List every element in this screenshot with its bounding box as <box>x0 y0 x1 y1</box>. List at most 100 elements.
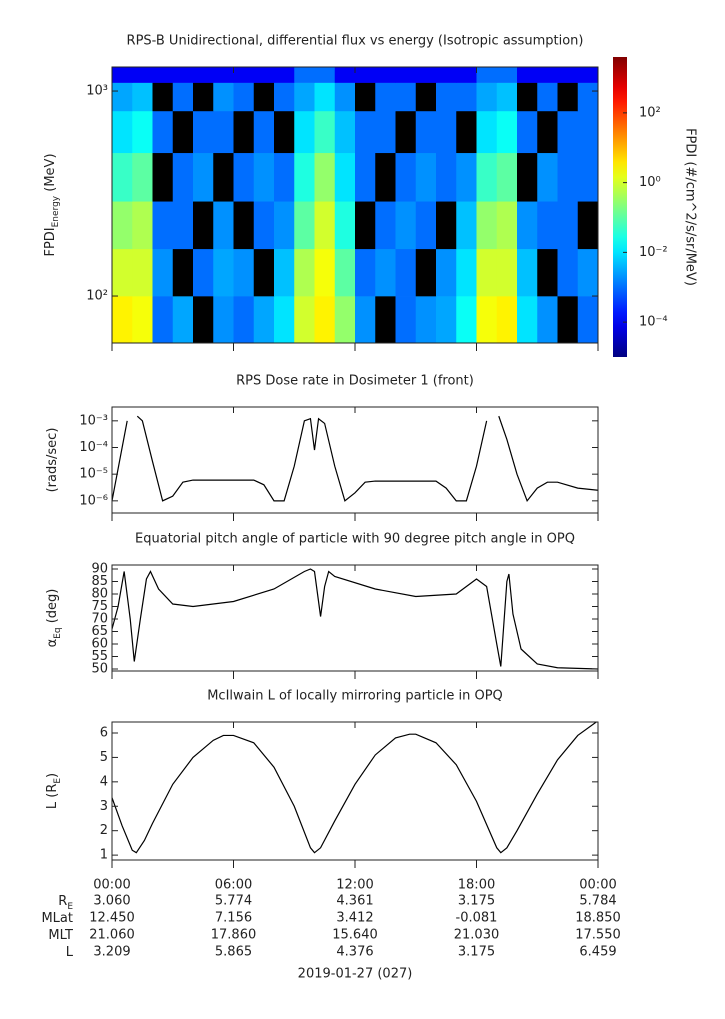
panel-title: RPS-B Unidirectional, differential flux … <box>127 34 584 49</box>
y-axis-label: αEq (deg) <box>45 589 63 648</box>
heatmap-cell <box>314 296 336 343</box>
text-part: L <box>66 945 74 960</box>
heatmap-cell <box>233 82 255 112</box>
ephemeris-label: MLT <box>48 928 73 943</box>
heatmap-cell <box>274 67 295 83</box>
heatmap-cell <box>193 201 214 250</box>
heatmap-cell <box>375 152 396 202</box>
heatmap-cell <box>557 152 579 202</box>
y-tick-label: 6 <box>100 725 108 740</box>
x-tick-label: 00:00 <box>579 878 616 893</box>
heatmap-cell <box>152 67 174 83</box>
heatmap-cell <box>172 67 194 83</box>
heatmap-cell <box>294 82 315 112</box>
heatmap-cell <box>577 82 598 112</box>
heatmap-cell <box>274 82 295 112</box>
x-tick-label: 18:00 <box>458 878 495 893</box>
heatmap-cell <box>314 201 336 250</box>
heatmap-cell <box>355 296 376 343</box>
heatmap-cell <box>152 110 174 154</box>
x-tick-label: 00:00 <box>93 878 130 893</box>
heatmap-cell <box>193 110 214 154</box>
y-tick-label: 10⁻³ <box>79 413 108 428</box>
heatmap-cell <box>253 152 275 202</box>
heatmap-cell <box>172 201 194 250</box>
heatmap-cell <box>213 110 234 154</box>
heatmap-cell <box>172 110 194 154</box>
heatmap-cell <box>415 67 437 83</box>
text-part: Energy <box>51 195 61 227</box>
heatmap-cell <box>476 152 498 202</box>
heatmap-cell <box>537 67 558 83</box>
y-tick-label: 60 <box>91 637 108 652</box>
heatmap-cell <box>112 201 133 250</box>
y-axis-label: (rads/sec) <box>45 428 60 493</box>
heatmap-cell <box>253 201 275 250</box>
heatmap-cell <box>334 201 356 250</box>
y-tick-label: 1 <box>100 848 108 863</box>
heatmap-cell <box>253 248 275 297</box>
heatmap-cell <box>517 152 538 202</box>
y-tick-label: 70 <box>91 612 108 627</box>
ephemeris-value: 15.640 <box>332 928 378 943</box>
heatmap-cell <box>496 201 518 250</box>
ephemeris-value: 17.860 <box>211 928 257 943</box>
heatmap-cell <box>355 67 376 83</box>
heatmap-cell <box>537 110 558 154</box>
ephemeris-value: 18.850 <box>575 911 621 926</box>
heatmap-cell <box>375 110 396 154</box>
y-tick-label: 85 <box>91 574 108 589</box>
heatmap-cell <box>355 110 376 154</box>
heatmap-cell <box>314 110 336 154</box>
heatmap-cell <box>172 152 194 202</box>
heatmap-cell <box>557 296 579 343</box>
text-part: Eq <box>53 627 63 638</box>
ephemeris-label: MLat <box>41 911 73 926</box>
heatmap-cell <box>415 110 437 154</box>
y-tick-label: 55 <box>91 649 108 664</box>
heatmap-cell <box>112 67 133 83</box>
heatmap-cell <box>132 248 153 297</box>
heatmap-cell <box>476 110 498 154</box>
text-part: FPDI <box>43 227 58 256</box>
y-tick-label: 10⁻⁶ <box>79 493 108 508</box>
heatmap-cell <box>274 110 295 154</box>
heatmap-cell <box>132 201 153 250</box>
y-axis-label: L (RE) <box>45 773 63 809</box>
heatmap-cell <box>294 110 315 154</box>
heatmap-cell <box>375 201 396 250</box>
heatmap-cell <box>193 296 214 343</box>
heatmap-cell <box>112 82 133 112</box>
data-line <box>112 722 598 854</box>
heatmap-cell <box>213 296 234 343</box>
heatmap-cell <box>152 296 174 343</box>
heatmap-cell <box>213 82 234 112</box>
heatmap-cell <box>557 110 579 154</box>
y-axis-label: FPDIEnergy (MeV) <box>43 153 61 256</box>
x-tick-label: 12:00 <box>336 878 373 893</box>
x-tick-label: 06:00 <box>215 878 252 893</box>
heatmap-cell <box>112 110 133 154</box>
heatmap-cell <box>193 67 214 83</box>
heatmap-cell <box>496 296 518 343</box>
heatmap-cell <box>436 296 457 343</box>
heatmap-cell <box>314 67 336 83</box>
heatmap-cell <box>253 67 275 83</box>
heatmap-cell <box>253 82 275 112</box>
y-tick-label: 80 <box>91 587 108 602</box>
heatmap-cell <box>193 82 214 112</box>
data-line <box>112 415 598 503</box>
heatmap-cell <box>517 248 538 297</box>
heatmap-cell <box>395 110 417 154</box>
colorbar-tick-label: 10² <box>639 105 661 120</box>
heatmap-cell <box>557 82 579 112</box>
heatmap-cell <box>577 201 598 250</box>
text-part: (deg) <box>45 589 60 628</box>
heatmap-cell <box>274 201 295 250</box>
heatmap-cell <box>456 248 477 297</box>
text-part: ) <box>45 773 60 778</box>
heatmap-cell <box>517 67 538 83</box>
heatmap-cell <box>172 296 194 343</box>
heatmap-cell <box>355 82 376 112</box>
